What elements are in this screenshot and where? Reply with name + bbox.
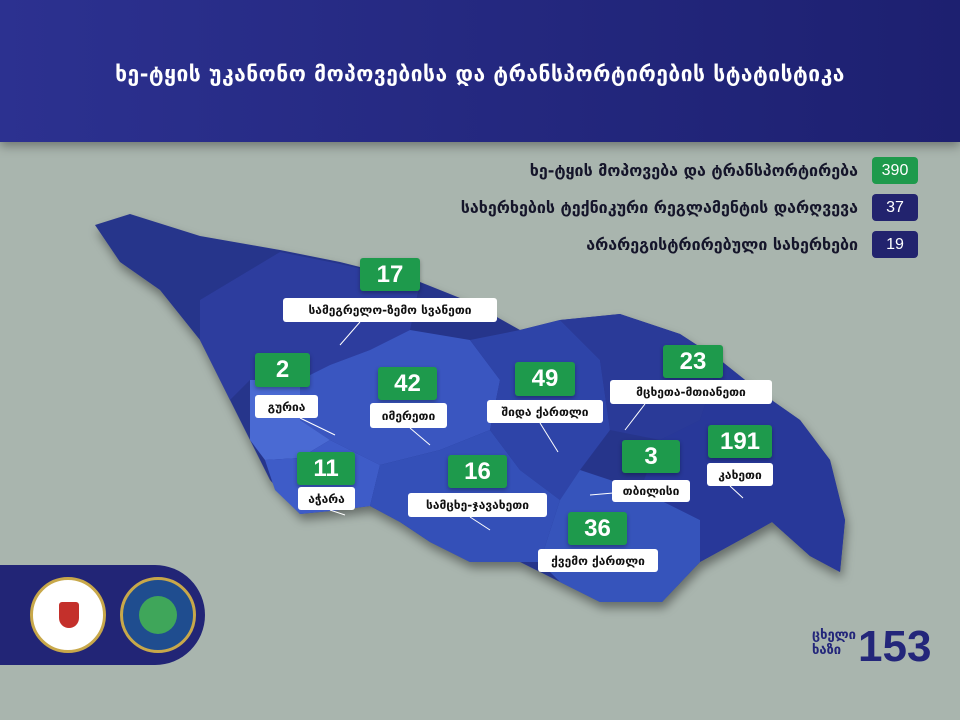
- region-value: 36: [568, 512, 627, 545]
- legend-item: არარეგისტრირებული სახერხები 19: [586, 231, 918, 258]
- hotline-line1: ცხელი: [812, 628, 856, 643]
- region-value: 11: [297, 452, 355, 485]
- hotline-line2: ხაზი: [812, 643, 842, 658]
- region-value: 3: [622, 440, 680, 473]
- legend-value: 390: [872, 157, 918, 184]
- supervision-logo: [120, 577, 196, 653]
- hotline-number: 153: [858, 622, 932, 671]
- region-label: თბილისი: [612, 480, 690, 502]
- legend-label: არარეგისტრირებული სახერხები: [586, 235, 858, 254]
- region-label: გურია: [255, 395, 318, 418]
- region-label: სამცხე-ჯავახეთი: [408, 493, 547, 517]
- region-value: 49: [515, 362, 575, 396]
- region-label: შიდა ქართლი: [487, 400, 603, 423]
- page-title: ხე-ტყის უკანონო მოპოვებისა და ტრანსპორტი…: [115, 62, 845, 86]
- region-value: 23: [663, 345, 723, 378]
- region-value: 2: [255, 353, 310, 387]
- legend-value: 19: [872, 231, 918, 258]
- region-value: 16: [448, 455, 507, 488]
- region-value: 42: [378, 367, 437, 400]
- region-label: აჭარა: [298, 487, 355, 510]
- legend-item: სახერხების ტექნიკური რეგლამენტის დარღვევ…: [461, 194, 918, 221]
- region-label: სამეგრელო-ზემო სვანეთი: [283, 298, 497, 322]
- region-value: 191: [708, 425, 772, 458]
- header: ხე-ტყის უკანონო მოპოვებისა და ტრანსპორტი…: [0, 0, 960, 142]
- ministry-logo: [30, 577, 106, 653]
- legend-label: ხე-ტყის მოპოვება და ტრანსპორტირება: [529, 161, 858, 180]
- legend-value: 37: [872, 194, 918, 221]
- region-label: იმერეთი: [370, 403, 447, 428]
- region-value: 17: [360, 258, 420, 291]
- legend-item: ხე-ტყის მოპოვება და ტრანსპორტირება 390: [530, 157, 918, 184]
- region-label: მცხეთა-მთიანეთი: [610, 380, 772, 404]
- region-label: კახეთი: [707, 463, 773, 486]
- legend-label: სახერხების ტექნიკური რეგლამენტის დარღვევ…: [460, 198, 858, 217]
- logos-panel: [0, 565, 205, 665]
- hotline-label: ცხელი ხაზი: [812, 628, 856, 658]
- region-label: ქვემო ქართლი: [538, 549, 658, 572]
